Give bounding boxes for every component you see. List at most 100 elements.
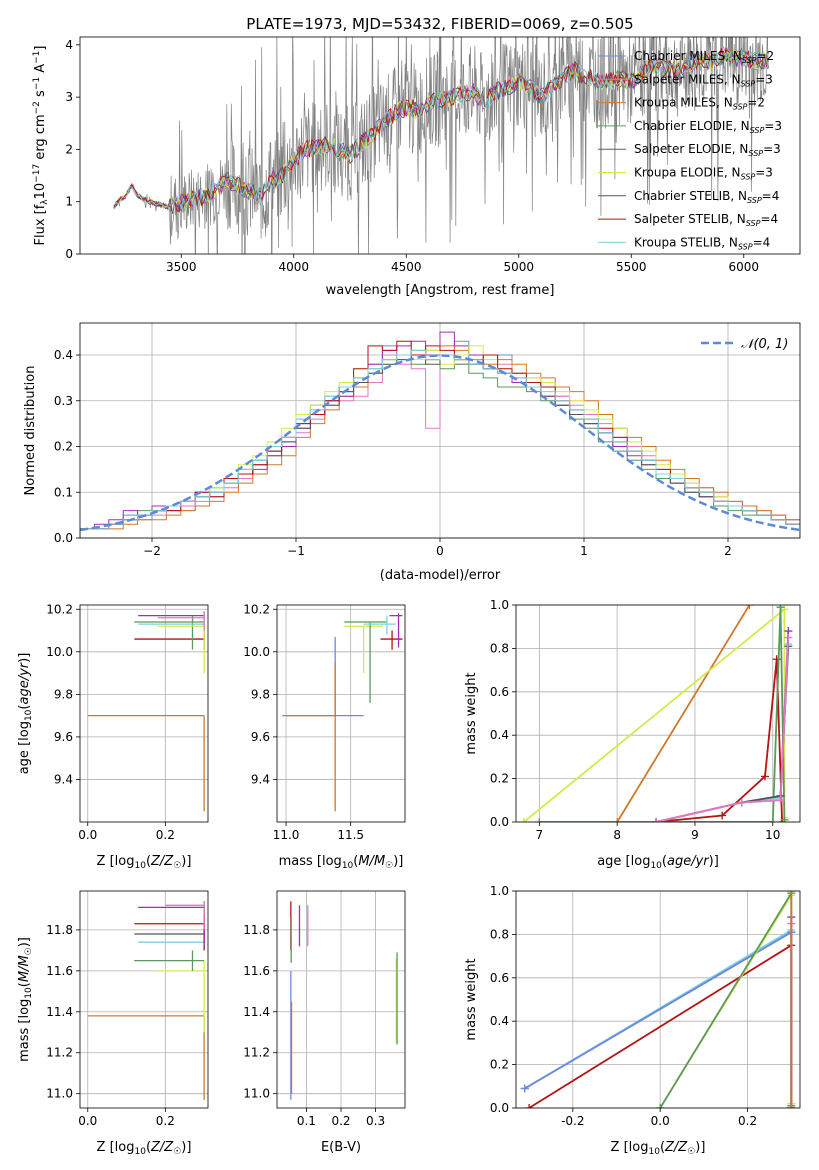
residuals-xtick-label: 1 <box>580 544 588 558</box>
weight_vs_age-xtick-label: 9 <box>691 828 699 842</box>
legend-entry-label: Chabrier MILES, NSSP=2 <box>634 49 774 65</box>
weight_vs_Z-axes: -0.2 0.0 0.2 0.0 0.2 0.4 0.6 0.8 1.0 <box>490 884 800 1128</box>
residuals-xlabel: (data-model)/error <box>380 568 501 583</box>
age_vs_mass-ytick-label: 9.8 <box>251 687 270 701</box>
mass_vs_Z-ytick-label: 11.4 <box>46 1005 73 1019</box>
spectrum-xtick-label: 4000 <box>278 260 309 274</box>
weight-marker <box>520 1084 529 1093</box>
residuals-ylabel: Normed distribution <box>23 366 38 496</box>
mass_vs_ebv-frame <box>276 890 406 1109</box>
mass_vs_Z-frame <box>79 890 209 1109</box>
spectrum-xtick-label: 3500 <box>166 260 197 274</box>
weight-marker <box>780 815 789 822</box>
weight_vs_Z-xtick-label: -0.2 <box>561 1114 584 1128</box>
residuals-xtick-label: −1 <box>287 544 305 558</box>
model-spectrum-kroupa-stelib <box>113 49 769 216</box>
age_vs_Z-ytick-label: 10.0 <box>46 645 73 659</box>
mass_vs_Z-plot-area <box>87 901 205 1100</box>
weight-marker <box>745 605 754 609</box>
residuals-xtick-label: 2 <box>724 544 732 558</box>
age_vs_mass-frame <box>276 604 406 823</box>
weight_vs_Z-ytick-label: 0.2 <box>490 1058 509 1072</box>
spectrum-xtick-label: 5000 <box>503 260 534 274</box>
weight_vs_age-ytick-label: 0.4 <box>490 728 509 742</box>
weight-marker <box>784 633 793 642</box>
weight_vs_Z-ytick-label: 0.6 <box>490 971 509 985</box>
age_vs_mass-ytick-label: 9.4 <box>251 772 270 786</box>
mass_vs_ebv-ytick-label: 11.4 <box>243 1005 270 1019</box>
weight_vs_Z-plot-area <box>520 891 796 1108</box>
weight-marker <box>787 1104 796 1108</box>
mass_vs_Z-ytick-label: 11.2 <box>46 1046 73 1060</box>
histogram-kroupa-stelib <box>80 349 800 538</box>
figure-title: PLATE=1973, MJD=53432, FIBERID=0069, z=0… <box>246 15 633 33</box>
spectrum-plot-area <box>113 37 769 254</box>
weight-marker <box>776 796 785 805</box>
mass_vs_ebv-plot-area <box>290 901 398 1100</box>
legend-entry-label: 𝒩(0, 1) <box>741 337 788 352</box>
weight-marker <box>737 798 746 807</box>
legend-entry-label: Kroupa STELIB, NSSP=4 <box>634 235 770 251</box>
weight-marker <box>718 811 727 820</box>
legend-entry-label: Salpeter STELIB, NSSP=4 <box>634 212 778 228</box>
legend-entry-label: Chabrier STELIB, NSSP=4 <box>634 189 779 205</box>
weight_vs_age-ytick-label: 1.0 <box>490 598 509 612</box>
age_vs_Z-xlabel: Z [log10(Z/Z☉)] <box>97 854 192 871</box>
age_vs_mass-plot-area <box>282 613 403 812</box>
spectrum-ylabel: Flux [fλ10−17 erg cm−2 s−1 A−1] <box>32 46 50 246</box>
age_vs_mass-xtick-label: 11.0 <box>273 828 300 842</box>
residuals-frame <box>79 322 801 539</box>
weight_vs_age-ytick-label: 0.0 <box>490 815 509 829</box>
residuals-plot-area <box>80 331 800 538</box>
mass_vs_ebv-xtick-label: 0.2 <box>331 1114 350 1128</box>
age_vs_Z-frame <box>79 604 209 823</box>
weight-line-salpeter-miles <box>655 637 790 822</box>
age_vs_Z-ytick-label: 9.6 <box>54 730 73 744</box>
normal-distribution-curve <box>80 354 800 532</box>
age_vs_Z-xtick-label: 0.0 <box>78 828 97 842</box>
weight_vs_age-xtick-label: 7 <box>536 828 544 842</box>
weight_vs_age-ytick-label: 0.6 <box>490 685 509 699</box>
weight-marker <box>768 818 777 822</box>
spectrum-xtick-label: 4500 <box>391 260 422 274</box>
legend-entry-label: Kroupa MILES, NSSP=2 <box>634 96 765 112</box>
weight_vs_age-xtick-label: 8 <box>613 828 621 842</box>
age_vs_Z-plot-area <box>87 611 205 812</box>
mass_vs_Z-xtick-label: 0.0 <box>78 1114 97 1128</box>
mass_vs_ebv-xtick-label: 0.3 <box>366 1114 385 1128</box>
residuals-xtick-label: 0 <box>436 544 444 558</box>
mass_vs_Z-axes: 0.0 0.2 11.0 11.2 11.4 11.6 11.8 <box>46 891 208 1128</box>
weight_vs_Z-ytick-label: 0.0 <box>490 1101 509 1115</box>
weight_vs_Z-xlabel: Z [log10(Z/Z☉)] <box>611 1140 706 1157</box>
model-spectrum-salpeter-stelib <box>113 47 769 214</box>
spectrum-xtick-label: 5500 <box>616 260 647 274</box>
spectrum-legend: Chabrier MILES, NSSP=2 Salpeter MILES, NS… <box>598 49 782 251</box>
residuals-ytick-label: 0.0 <box>54 531 73 545</box>
legend-entry-label: Salpeter ELODIE, NSSP=3 <box>634 142 781 158</box>
weight_vs_Z-frame <box>515 890 801 1109</box>
mass_vs_ebv-ytick-label: 11.8 <box>243 923 270 937</box>
weight_vs_Z-ylabel: mass weight <box>464 958 479 1040</box>
weight-line-kroupa-stelib <box>524 928 793 1108</box>
weight_vs_Z-ytick-label: 0.8 <box>490 927 509 941</box>
weight-marker <box>760 772 769 781</box>
spectrum-ytick-label: 4 <box>65 38 73 52</box>
legend-entry-label: Chabrier ELODIE, NSSP=3 <box>634 119 782 135</box>
weight_vs_age-xtick-label: 10 <box>765 828 780 842</box>
weight_vs_age-frame <box>515 604 801 823</box>
mass_vs_ebv-ytick-label: 11.0 <box>243 1087 270 1101</box>
spectrum-xtick-label: 6000 <box>728 260 759 274</box>
weight_vs_Z-xtick-label: 0.2 <box>738 1114 757 1128</box>
age_vs_mass-xtick-label: 11.5 <box>337 828 364 842</box>
age_vs_Z-ytick-label: 9.4 <box>54 772 73 786</box>
age_vs_Z-ytick-label: 9.8 <box>54 687 73 701</box>
spectrum-axes: 3500 4000 4500 5000 5500 6000 0 1 2 3 4 <box>65 38 759 274</box>
age_vs_mass-ytick-label: 10.2 <box>243 602 270 616</box>
mass_vs_Z-ytick-label: 11.0 <box>46 1087 73 1101</box>
residuals-ytick-label: 0.1 <box>54 485 73 499</box>
spectrum-ytick-label: 3 <box>65 90 73 104</box>
spectrum-xlabel: wavelength [Angstrom, rest frame] <box>326 283 555 298</box>
mass_vs_Z-xtick-label: 0.2 <box>156 1114 175 1128</box>
spectrum-frame <box>79 36 801 255</box>
